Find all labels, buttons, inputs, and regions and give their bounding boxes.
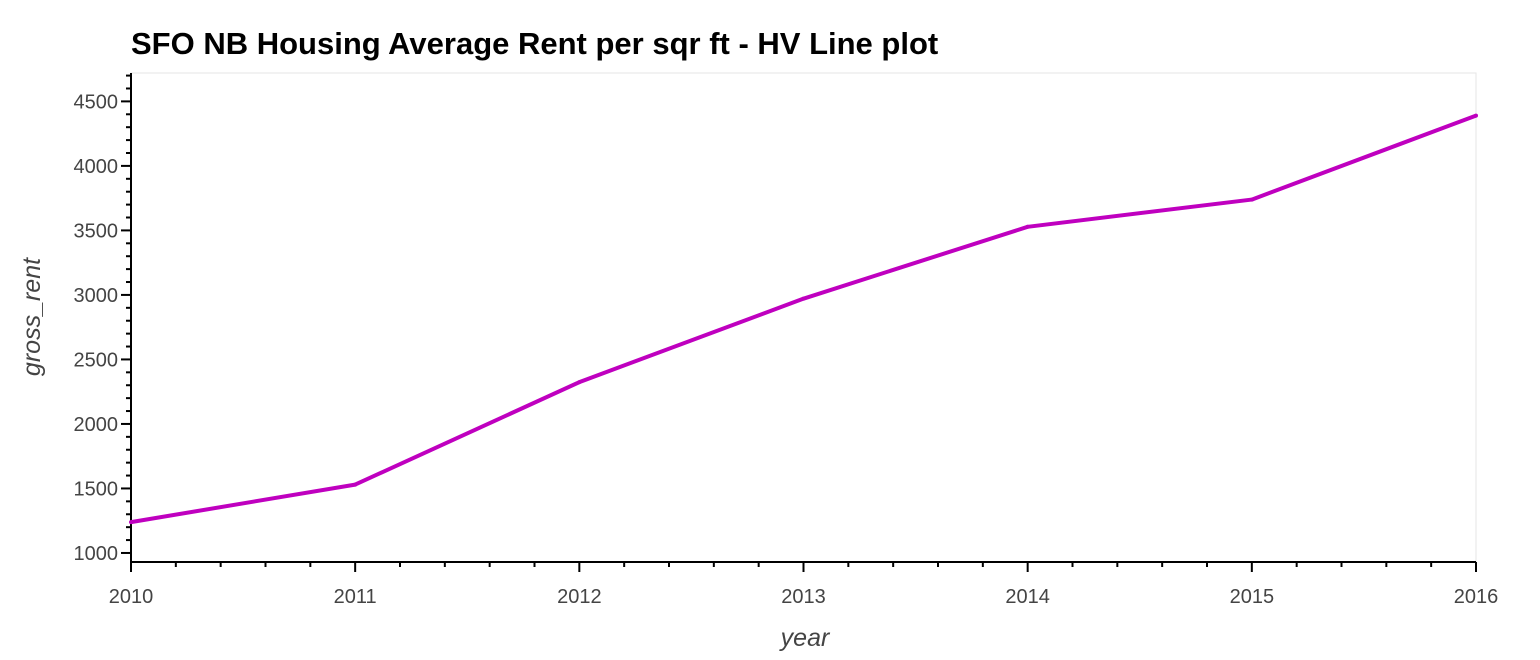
data-point bbox=[129, 520, 133, 525]
x-tick-label: 2012 bbox=[557, 586, 602, 608]
x-tick-label: 2014 bbox=[1005, 586, 1050, 608]
x-tick-label: 2011 bbox=[334, 586, 377, 608]
data-point bbox=[1025, 224, 1030, 229]
x-ticks: 2010 2011 2012 2013 2014 2015 2016 bbox=[109, 562, 1499, 608]
y-tick-label: 2000 bbox=[74, 414, 119, 436]
x-axis: 2010 2011 2012 2013 2014 2015 2016 bbox=[109, 561, 1499, 608]
chart-title: SFO NB Housing Average Rent per sqr ft -… bbox=[131, 26, 938, 61]
y-tick-label: 2500 bbox=[74, 349, 119, 371]
data-point bbox=[577, 380, 582, 385]
data-point bbox=[1474, 113, 1478, 118]
x-tick-label: 2015 bbox=[1230, 586, 1275, 608]
y-ticks: 1000 1500 2000 2500 3000 3500 4000 4500 bbox=[74, 74, 131, 565]
y-tick-label: 1500 bbox=[74, 478, 119, 500]
x-tick-label: 2013 bbox=[781, 586, 826, 608]
y-tick-label: 4000 bbox=[74, 156, 119, 178]
y-axis-label: gross_rent bbox=[18, 257, 46, 376]
x-tick-label: 2010 bbox=[109, 586, 154, 608]
data-point bbox=[353, 482, 358, 487]
x-tick-label: 2016 bbox=[1454, 586, 1499, 608]
y-tick-label: 3000 bbox=[74, 285, 119, 307]
x-axis-label: year bbox=[779, 624, 831, 652]
y-tick-label: 4500 bbox=[74, 91, 119, 113]
y-axis: 1000 1500 2000 2500 3000 3500 4000 4500 bbox=[74, 73, 132, 565]
y-tick-label: 3500 bbox=[74, 220, 119, 242]
data-point bbox=[801, 296, 806, 301]
data-point bbox=[1249, 197, 1254, 202]
y-tick-label: 1000 bbox=[74, 543, 119, 565]
series-layer bbox=[129, 113, 1478, 525]
